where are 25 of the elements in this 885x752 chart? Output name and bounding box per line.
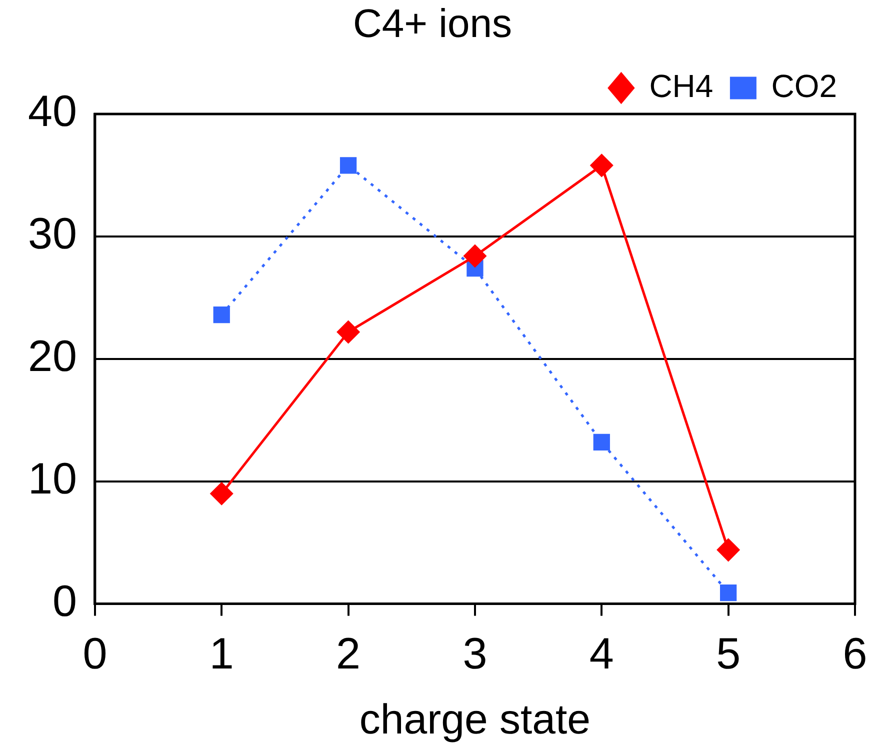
x-tick-label: 4 <box>589 629 614 678</box>
legend-label: CH4 <box>649 68 714 104</box>
point <box>717 538 740 562</box>
x-axis-title: charge state <box>359 695 591 742</box>
point <box>590 154 613 177</box>
legend-label: CO2 <box>771 68 837 104</box>
x-tick-label: 0 <box>82 629 108 678</box>
y-tick-label: 0 <box>52 576 77 626</box>
point <box>593 434 610 450</box>
x-tick-label: 1 <box>209 629 234 678</box>
point <box>337 320 360 344</box>
x-tick-label: 6 <box>842 629 868 678</box>
y-tick-label: 30 <box>28 210 77 259</box>
point <box>213 306 230 324</box>
x-tick-label: 5 <box>716 629 741 678</box>
x-tick-label: 3 <box>462 629 488 678</box>
point <box>464 244 486 268</box>
x-tick-label: 2 <box>336 629 361 678</box>
chart-title: C4+ ions <box>353 2 512 46</box>
y-tick-label: 10 <box>28 454 77 504</box>
point <box>340 157 357 174</box>
y-tick-label: 20 <box>28 332 77 382</box>
point <box>720 584 737 602</box>
y-tick-label: 40 <box>28 87 77 136</box>
point <box>210 482 233 505</box>
